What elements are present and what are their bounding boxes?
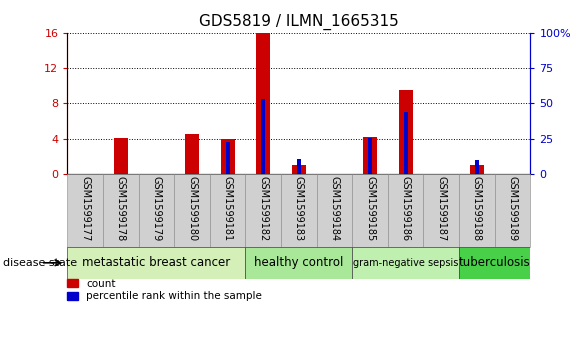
Bar <box>114 138 128 174</box>
Bar <box>424 174 459 247</box>
Bar <box>363 137 377 174</box>
Text: GSM1599186: GSM1599186 <box>401 176 411 241</box>
Bar <box>459 174 495 247</box>
Bar <box>67 247 246 279</box>
Title: GDS5819 / ILMN_1665315: GDS5819 / ILMN_1665315 <box>199 14 398 30</box>
Text: tuberculosis: tuberculosis <box>459 256 530 269</box>
Bar <box>185 134 199 174</box>
Text: GSM1599185: GSM1599185 <box>365 176 375 242</box>
Text: gram-negative sepsis: gram-negative sepsis <box>353 258 458 268</box>
Bar <box>316 174 352 247</box>
Text: healthy control: healthy control <box>254 256 343 269</box>
Bar <box>174 174 210 247</box>
Text: GSM1599183: GSM1599183 <box>294 176 304 241</box>
Text: GSM1599179: GSM1599179 <box>151 176 161 242</box>
Text: GSM1599182: GSM1599182 <box>258 176 268 242</box>
Text: disease state: disease state <box>3 258 77 268</box>
Bar <box>388 174 424 247</box>
Text: metastatic breast cancer: metastatic breast cancer <box>82 256 230 269</box>
Bar <box>246 174 281 247</box>
Bar <box>404 112 408 174</box>
Text: GSM1599184: GSM1599184 <box>329 176 339 241</box>
Bar <box>297 159 301 174</box>
Text: GSM1599181: GSM1599181 <box>223 176 233 241</box>
Bar <box>246 247 352 279</box>
Legend: count, percentile rank within the sample: count, percentile rank within the sample <box>67 279 262 301</box>
Bar <box>475 160 479 174</box>
Bar <box>398 90 413 174</box>
Bar <box>256 33 270 174</box>
Bar <box>139 174 174 247</box>
Bar <box>495 174 530 247</box>
Bar <box>261 99 265 174</box>
Bar <box>292 166 306 174</box>
Text: GSM1599188: GSM1599188 <box>472 176 482 241</box>
Bar <box>281 174 316 247</box>
Bar <box>470 166 484 174</box>
Bar <box>103 174 139 247</box>
Bar <box>352 247 459 279</box>
Text: GSM1599187: GSM1599187 <box>437 176 447 242</box>
Bar <box>459 247 530 279</box>
Bar <box>226 142 230 174</box>
Text: GSM1599177: GSM1599177 <box>80 176 90 242</box>
Text: GSM1599180: GSM1599180 <box>187 176 197 241</box>
Text: GSM1599189: GSM1599189 <box>507 176 517 241</box>
Text: GSM1599178: GSM1599178 <box>116 176 126 242</box>
Bar <box>352 174 388 247</box>
Bar <box>67 174 103 247</box>
Bar <box>368 138 372 174</box>
Bar <box>210 174 246 247</box>
Bar <box>220 139 235 174</box>
